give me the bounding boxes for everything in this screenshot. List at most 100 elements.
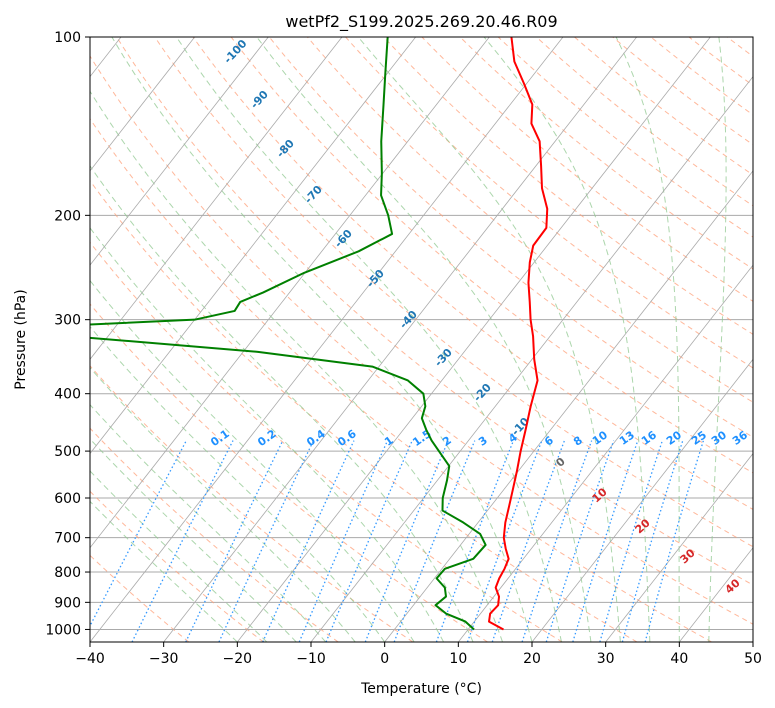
moist-adiabat-line (176, 37, 562, 642)
moist-adiabat-line (357, 37, 621, 642)
isotherm-line (605, 452, 753, 642)
y-tick-label: 600 (54, 491, 81, 507)
mixing-ratio-label: 0.2 (255, 427, 278, 449)
temperature-profile-line (488, 37, 549, 631)
y-tick-label: 900 (54, 595, 81, 611)
moist-adiabats (90, 37, 727, 642)
moist-adiabat-label: -20 (471, 381, 494, 405)
moist-adiabat-label: -70 (302, 183, 325, 207)
x-tick-label: −40 (75, 651, 105, 667)
dry-adiabat-line (459, 37, 753, 270)
mixing-ratio-line (599, 440, 663, 642)
mixing-ratio-line (131, 440, 234, 642)
profile-series (90, 37, 549, 631)
moist-adiabat-line (111, 37, 533, 642)
isotherm-line (90, 37, 490, 549)
dry-adiabat-line (90, 179, 638, 642)
dry-adiabat-line (90, 427, 339, 642)
isotherm-line (90, 37, 269, 266)
x-tick-label: 10 (449, 651, 467, 667)
moist-adiabat-label: -80 (274, 137, 297, 161)
x-tick-label: 20 (523, 651, 541, 667)
mixing-ratio-label: 20 (664, 428, 684, 448)
x-tick-label: 40 (670, 651, 688, 667)
dry-adiabat-line (688, 37, 753, 87)
mixing-ratio-line (262, 440, 355, 642)
dry-adiabat-label: 40 (723, 576, 743, 596)
y-tick-label: 800 (54, 565, 81, 581)
dry-adiabat-label: 0 (553, 455, 568, 470)
dry-adiabat-label: 10 (590, 485, 610, 505)
mixing-ratio-label: 16 (639, 428, 659, 448)
moist-adiabat-line (90, 325, 386, 642)
moist-adiabat-label: -30 (432, 346, 455, 370)
moist-adiabat-line (615, 37, 680, 642)
mixing-ratio-label: 0.6 (335, 427, 359, 449)
dry-adiabat-line (726, 37, 753, 58)
y-tick-label: 700 (54, 531, 81, 547)
dry-adiabat-line (497, 37, 753, 238)
moist-adiabat-label: -60 (332, 227, 355, 251)
dry-adiabat-line (574, 37, 753, 176)
moist-adiabat-line (256, 37, 592, 642)
dry-adiabat-line (90, 303, 488, 642)
x-axis-label: Temperature (°C) (360, 681, 482, 697)
moist-adiabat-line (90, 366, 356, 642)
mixing-ratio-line (572, 440, 639, 642)
moist-adiabat-line (90, 90, 504, 642)
mixing-ratio-line (644, 440, 705, 642)
isotherm-line (90, 37, 564, 642)
moist-adiabat-line (483, 37, 651, 642)
dry-adiabat-line (90, 55, 753, 625)
y-tick-label: 200 (54, 208, 81, 224)
mixing-ratio-line (621, 440, 684, 642)
isotherm-line (310, 76, 753, 642)
mixing-ratio-line (325, 440, 413, 642)
dry-adiabat-label: 20 (633, 516, 653, 536)
dewpoint-profile-line (90, 37, 487, 631)
mixing-ratio-line (298, 440, 389, 642)
mixing-ratio-lines (90, 440, 705, 642)
y-axis-ticks: 1000 900 800 700 600 500 400 300 200 100 (45, 30, 90, 638)
plot-frame (89, 36, 754, 643)
dry-adiabat-line (90, 365, 414, 642)
isotherm-line (163, 37, 637, 642)
y-tick-label: 500 (54, 444, 81, 460)
dry-adiabat-line (90, 241, 563, 642)
x-axis-ticks: −40 −30 −20 −10 0 10 20 30 40 50 (75, 642, 762, 667)
mixing-ratio-label: 6 (542, 433, 556, 448)
isotherm-line (90, 37, 195, 172)
moist-adiabat-label: -100 (221, 37, 250, 66)
mixing-ratio-line (364, 440, 449, 642)
dry-adiabat-line (116, 37, 753, 586)
dry-adiabat-line (154, 37, 753, 548)
x-tick-label: 0 (380, 651, 389, 667)
mixing-ratio-label: 36 (730, 428, 750, 448)
dry-adiabat-line (536, 37, 753, 207)
moist-adiabat-line (90, 165, 474, 642)
moist-adiabat-line (90, 500, 238, 642)
moist-adiabat-line (90, 470, 268, 642)
y-tick-label: 1000 (45, 622, 81, 638)
y-axis-label: Pressure (hPa) (13, 289, 29, 389)
x-tick-label: −10 (296, 651, 326, 667)
isotherm-line (531, 358, 753, 642)
y-tick-label: 400 (54, 387, 81, 403)
reference-line-labels: 0.1 0.2 0.4 0.6 1 1.5 2 3 4 6 8 10 13 16 20 25 30 36-100-… (208, 37, 750, 596)
x-tick-label: −20 (223, 651, 253, 667)
dry-adiabat-line (90, 490, 264, 642)
dry-adiabat-line (421, 37, 753, 302)
dry-adiabat-line (345, 37, 753, 369)
isotherm-line (458, 264, 753, 642)
mixing-ratio-label: 13 (617, 428, 637, 447)
isotherm-line (752, 641, 753, 642)
isobar-grid (90, 37, 753, 630)
dry-adiabat-line (383, 37, 753, 335)
chart-title: wetPf2_S199.2025.269.20.46.R09 (285, 12, 557, 32)
mixing-ratio-label: 2 (440, 434, 454, 449)
dry-adiabat-line (307, 37, 753, 403)
x-tick-label: 50 (744, 651, 762, 667)
dry-adiabat-label: 30 (678, 546, 698, 566)
moist-adiabat-line (708, 37, 727, 642)
